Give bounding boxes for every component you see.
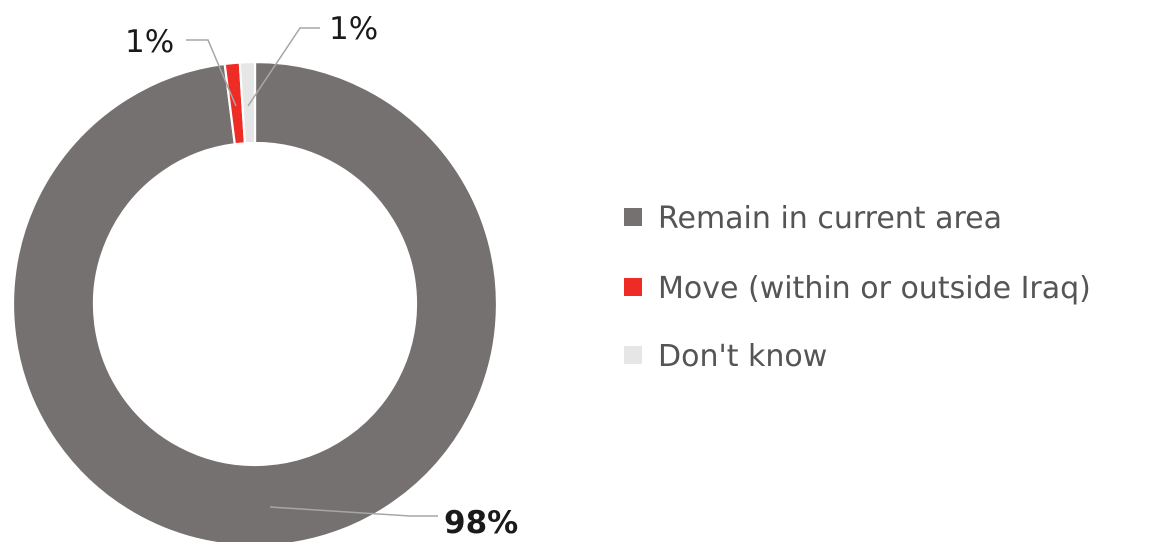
legend-item-remain: Remain in current area	[624, 201, 1002, 236]
data-label-remain: 98%	[444, 505, 518, 541]
legend-item-dont-know: Don't know	[624, 339, 827, 374]
data-label-move: 1%	[125, 24, 174, 60]
legend-swatch-remain	[624, 208, 642, 226]
legend-label-dont-know: Don't know	[658, 339, 827, 374]
leader-line-dont-know	[247, 27, 320, 107]
donut-slice-dont-know	[238, 60, 257, 145]
legend-swatch-move	[624, 278, 642, 296]
legend-swatch-dont-know	[624, 346, 642, 364]
data-labels: 98% 1% 1%	[125, 11, 518, 541]
donut-slice-remain	[11, 60, 499, 542]
legend-label-move: Move (within or outside Iraq)	[658, 271, 1091, 306]
label-leader-lines	[186, 27, 438, 517]
leader-line-remain	[269, 506, 438, 517]
legend-label-remain: Remain in current area	[658, 201, 1002, 236]
data-label-dont-know: 1%	[329, 11, 378, 47]
legend-item-move: Move (within or outside Iraq)	[624, 271, 1091, 306]
leader-line-move	[186, 39, 237, 107]
donut-slices	[11, 60, 499, 542]
legend: Remain in current area Move (within or o…	[624, 201, 1091, 374]
